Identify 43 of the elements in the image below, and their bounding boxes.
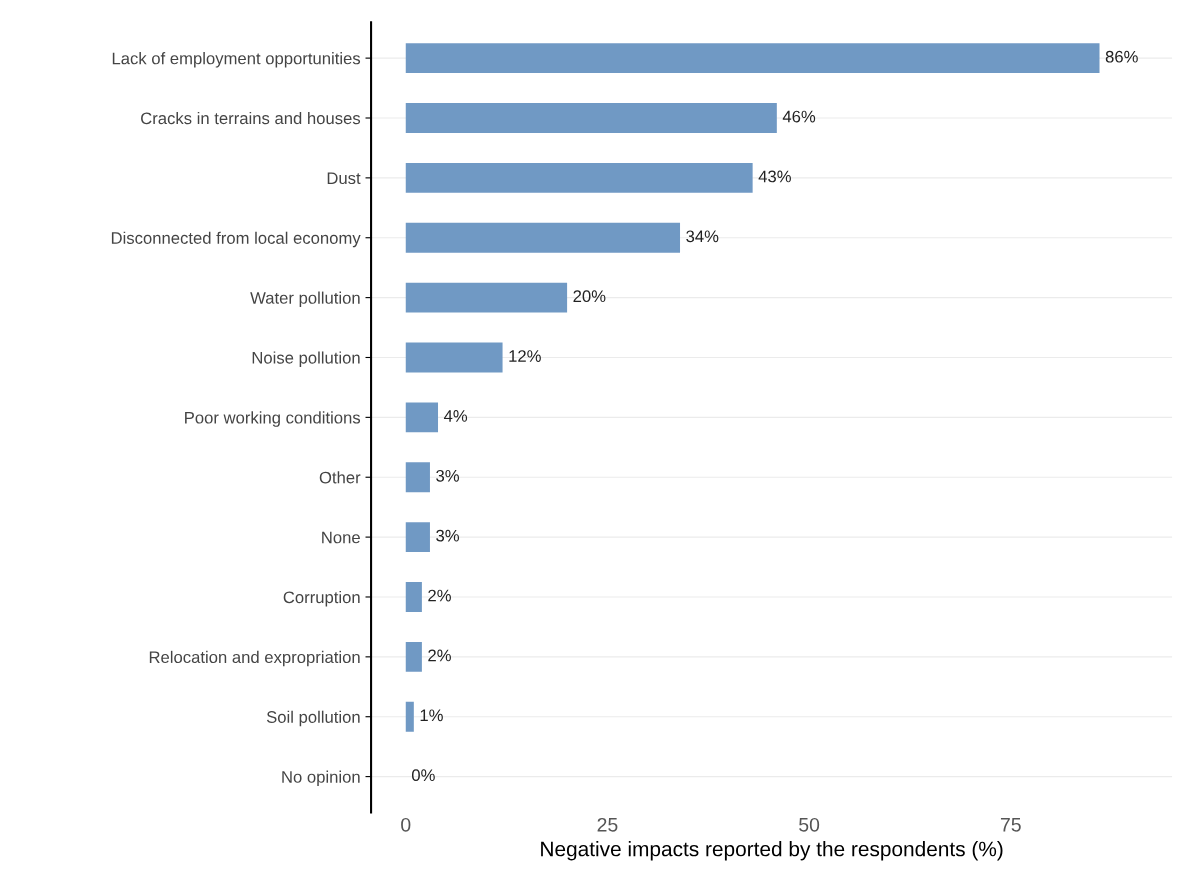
bar: [405, 522, 430, 553]
y-tick-label: Relocation and expropriation: [149, 650, 360, 667]
y-tick-label: Dust: [327, 172, 361, 185]
y-tick-label: None: [322, 531, 360, 544]
data-label: 1%: [420, 709, 443, 722]
data-label: 3%: [436, 529, 460, 542]
bar: [405, 43, 1100, 74]
bar: [405, 402, 439, 433]
x-tick-label: 75: [1000, 818, 1021, 832]
y-tick-label: Noise pollution: [252, 351, 360, 367]
data-label: 43%: [758, 170, 791, 183]
data-label: 12%: [509, 350, 541, 362]
bar: [405, 582, 422, 612]
bar: [405, 701, 414, 732]
data-label: 20%: [573, 290, 606, 303]
y-tick-label: Disconnected from local economy: [111, 231, 361, 248]
x-tick-label: 0: [401, 817, 411, 832]
y-tick-label: Other: [319, 471, 361, 484]
data-label: 86%: [1105, 50, 1138, 63]
x-tick-label: 25: [597, 817, 618, 832]
bar: [405, 462, 430, 493]
y-tick-label: Poor working conditions: [185, 411, 361, 427]
data-label: 46%: [782, 110, 816, 123]
y-tick-label: Cracks in terrains and houses: [141, 111, 361, 125]
y-tick-label: Lack of employment opportunities: [112, 52, 361, 68]
y-tick-label: Water pollution: [250, 291, 360, 308]
y-tick-label: No opinion: [282, 770, 360, 787]
data-label: 3%: [436, 469, 460, 482]
bar: [405, 162, 753, 193]
data-label: 4%: [443, 410, 468, 422]
bar: [405, 103, 777, 133]
x-axis-title: Negative impacts reported by the respondents (%): [541, 841, 1003, 861]
bar: [405, 342, 503, 373]
bar: [405, 641, 422, 672]
data-label: 0%: [411, 769, 435, 782]
bar: [405, 282, 568, 313]
x-tick-label: 50: [799, 817, 820, 832]
y-tick-label: Soil pollution: [266, 710, 360, 727]
data-label: 34%: [686, 230, 719, 243]
bar: [405, 222, 681, 253]
y-tick-label: Corruption: [283, 590, 360, 607]
data-label: 2%: [428, 589, 451, 602]
data-label: 2%: [428, 649, 451, 662]
